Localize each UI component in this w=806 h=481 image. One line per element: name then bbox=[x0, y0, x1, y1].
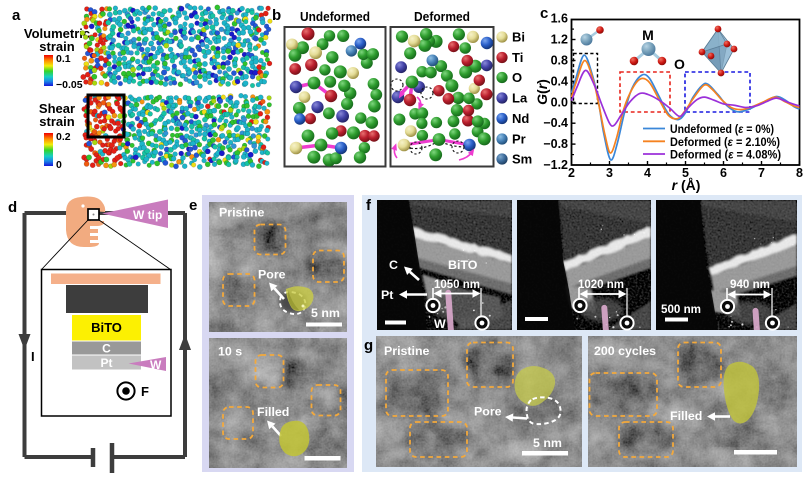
svg-text:F: F bbox=[141, 384, 149, 399]
svg-text:Pr: Pr bbox=[512, 132, 526, 147]
svg-text:1020 nm: 1020 nm bbox=[578, 277, 624, 291]
svg-text:La: La bbox=[512, 91, 528, 106]
svg-text:g: g bbox=[364, 337, 373, 354]
svg-text:940 nm: 940 nm bbox=[730, 277, 770, 291]
svg-text:7: 7 bbox=[758, 166, 765, 180]
svg-text:Undeformed (ε = 0%): Undeformed (ε = 0%) bbox=[670, 122, 774, 136]
svg-text:C: C bbox=[389, 258, 398, 272]
svg-text:C: C bbox=[102, 342, 111, 356]
svg-text:0.0: 0.0 bbox=[551, 95, 568, 109]
svg-text:Bi: Bi bbox=[512, 30, 525, 45]
svg-text:strain: strain bbox=[39, 114, 74, 129]
svg-text:W: W bbox=[434, 317, 446, 331]
svg-text:BiTO: BiTO bbox=[91, 320, 122, 335]
svg-text:0.8: 0.8 bbox=[551, 54, 568, 68]
svg-text:Pore: Pore bbox=[474, 405, 502, 419]
svg-text:6: 6 bbox=[720, 166, 727, 180]
svg-text:0.1: 0.1 bbox=[56, 53, 71, 65]
svg-text:Shear: Shear bbox=[39, 101, 75, 116]
svg-text:5: 5 bbox=[682, 166, 689, 180]
svg-text:5 nm: 5 nm bbox=[533, 436, 562, 450]
svg-text:I: I bbox=[31, 349, 35, 364]
svg-text:a: a bbox=[12, 7, 21, 24]
svg-text:Sm: Sm bbox=[512, 152, 532, 167]
svg-text:Pt: Pt bbox=[101, 356, 113, 370]
svg-text:−0.4: −0.4 bbox=[543, 116, 568, 130]
svg-text:500 nm: 500 nm bbox=[661, 302, 701, 316]
svg-text:W: W bbox=[150, 358, 162, 372]
svg-text:0.2: 0.2 bbox=[56, 131, 71, 143]
svg-text:BiTO: BiTO bbox=[448, 258, 478, 272]
svg-text:Deformed (ε = 4.08%): Deformed (ε = 4.08%) bbox=[670, 148, 781, 162]
svg-text:f: f bbox=[366, 197, 372, 214]
svg-text:8: 8 bbox=[796, 166, 803, 180]
svg-text:200 cycles: 200 cycles bbox=[594, 344, 656, 358]
svg-text:Nd: Nd bbox=[512, 111, 529, 126]
svg-text:Volumetric: Volumetric bbox=[24, 26, 90, 41]
svg-text:1.6: 1.6 bbox=[551, 12, 568, 26]
svg-text:5 nm: 5 nm bbox=[311, 306, 340, 320]
svg-text:W tip: W tip bbox=[133, 208, 162, 222]
svg-text:0.4: 0.4 bbox=[551, 74, 568, 88]
svg-text:G(r): G(r) bbox=[534, 79, 550, 105]
svg-text:Undeformed: Undeformed bbox=[300, 9, 370, 24]
svg-text:strain: strain bbox=[39, 39, 74, 54]
svg-text:0: 0 bbox=[56, 159, 62, 171]
svg-text:Ti: Ti bbox=[512, 50, 523, 65]
svg-text:O: O bbox=[512, 70, 522, 85]
svg-text:Pristine: Pristine bbox=[219, 206, 265, 220]
svg-text:c: c bbox=[540, 5, 548, 22]
svg-text:d: d bbox=[8, 199, 17, 216]
svg-text:b: b bbox=[272, 7, 281, 24]
svg-text:Pt: Pt bbox=[381, 288, 393, 302]
svg-text:O: O bbox=[674, 56, 685, 72]
svg-text:2: 2 bbox=[568, 166, 575, 180]
svg-text:Deformed (ε = 2.10%): Deformed (ε = 2.10%) bbox=[670, 135, 780, 149]
svg-text:Filled: Filled bbox=[257, 405, 289, 419]
svg-text:3: 3 bbox=[606, 166, 613, 180]
svg-text:Filled: Filled bbox=[670, 409, 702, 423]
svg-text:Deformed: Deformed bbox=[414, 9, 470, 24]
svg-text:4: 4 bbox=[644, 166, 651, 180]
svg-text:1.2: 1.2 bbox=[551, 33, 568, 47]
svg-text:r (Å): r (Å) bbox=[672, 177, 701, 193]
svg-text:10 s: 10 s bbox=[218, 345, 242, 359]
svg-text:−0.8: −0.8 bbox=[543, 137, 568, 151]
svg-text:−0.05: −0.05 bbox=[56, 79, 83, 91]
svg-text:e: e bbox=[189, 197, 197, 214]
svg-text:−1.2: −1.2 bbox=[543, 158, 568, 172]
svg-text:M: M bbox=[642, 27, 654, 43]
svg-text:Pore: Pore bbox=[258, 268, 286, 282]
svg-text:Pristine: Pristine bbox=[384, 344, 430, 358]
svg-text:1050 nm: 1050 nm bbox=[434, 277, 480, 291]
